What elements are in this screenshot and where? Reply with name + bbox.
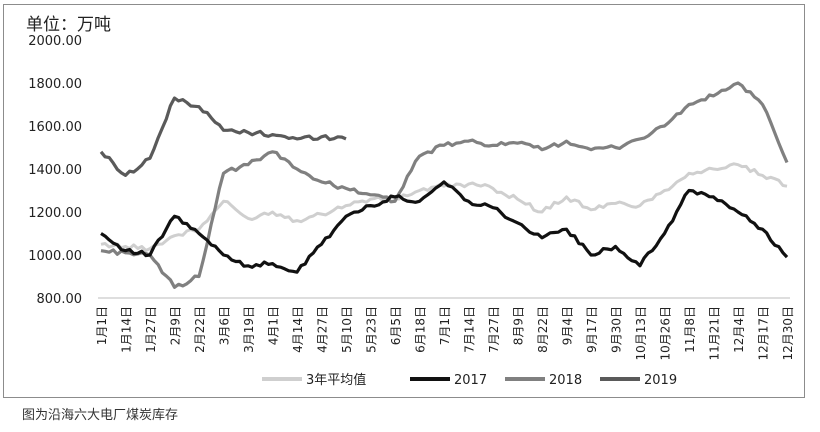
x-tick-label: 11月8日 — [683, 306, 697, 353]
y-tick-label: 2000.00 — [28, 34, 82, 49]
x-tick-label: 1月27日 — [144, 306, 158, 353]
unit-label: 单位：万吨 — [26, 15, 111, 35]
legend-label: 2018 — [549, 373, 582, 388]
x-tick-label: 6月5日 — [389, 306, 403, 345]
y-tick-label: 1400.00 — [28, 163, 82, 178]
x-tick-label: 12月30日 — [781, 306, 795, 361]
x-tick-label: 6月18日 — [414, 306, 428, 353]
y-tick-label: 1600.00 — [28, 120, 82, 135]
x-tick-label: 10月26日 — [659, 306, 673, 361]
x-tick-label: 4月27日 — [316, 306, 330, 353]
x-tick-label: 2月9日 — [169, 306, 183, 345]
x-tick-label: 3月6日 — [218, 306, 232, 345]
x-tick-label: 4月1日 — [267, 306, 281, 345]
x-tick-label: 1月14日 — [120, 306, 134, 353]
x-tick-label: 5月10日 — [340, 306, 354, 353]
x-tick-label: 4月14日 — [291, 306, 305, 353]
x-tick-label: 8月9日 — [512, 306, 526, 345]
x-tick-label: 11月21日 — [708, 306, 722, 361]
x-tick-label: 7月1日 — [438, 306, 452, 345]
legend-label: 2017 — [454, 373, 487, 388]
series-line-2 — [100, 81, 789, 289]
y-tick-label: 1000.00 — [28, 249, 82, 264]
x-tick-label: 12月4日 — [732, 306, 746, 353]
x-tick-label: 9月17日 — [585, 306, 599, 353]
y-tick-label: 1800.00 — [28, 77, 82, 92]
series-line-1 — [100, 180, 789, 274]
legend-label: 3年平均值 — [306, 372, 366, 388]
series-line-3 — [99, 96, 347, 177]
x-tick-label: 7月27日 — [487, 306, 501, 353]
x-tick-label: 7月14日 — [463, 306, 477, 353]
chart-plot: 2000.00 1800.00 1600.00 1400.00 1200.00 1000.… — [28, 34, 795, 388]
x-tick-label: 9月4日 — [561, 306, 575, 345]
x-tick-label: 3月19日 — [242, 306, 256, 353]
x-tick-label: 9月30日 — [610, 306, 624, 353]
x-tick-label: 12月17日 — [757, 306, 771, 361]
x-tick-label: 5月23日 — [365, 306, 379, 353]
x-tick-label: 1月1日 — [95, 306, 109, 345]
y-tick-label: 1200.00 — [28, 206, 82, 221]
figure-caption: 图为沿海六大电厂煤炭库存 — [22, 408, 179, 423]
legend-label: 2019 — [644, 373, 677, 388]
y-tick-label: 800.00 — [37, 292, 83, 307]
x-tick-label: 8月22日 — [536, 306, 550, 353]
x-tick-label: 10月13日 — [634, 306, 648, 361]
x-tick-label: 2月22日 — [193, 306, 207, 353]
